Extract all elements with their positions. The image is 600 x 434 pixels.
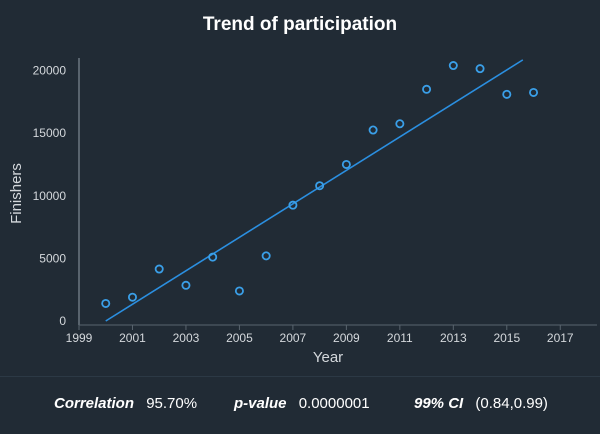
- correlation-stat: Correlation 95.70%: [54, 395, 197, 412]
- x-tick-label: 2017: [547, 331, 574, 345]
- data-point: [475, 64, 485, 74]
- x-tick-label: 2007: [280, 331, 307, 345]
- points-layer: [101, 61, 539, 308]
- footer-divider: [0, 376, 600, 377]
- scatter-chart: 1999 2001 2003 2005 2007 2009 2011 2013 2015 2017…: [8, 58, 597, 366]
- correlation-value: 95.70%: [146, 395, 198, 412]
- data-point: [101, 298, 111, 308]
- y-tick-label: 5000: [39, 251, 66, 265]
- data-point: [208, 252, 218, 262]
- y-tick-label: 0: [59, 314, 66, 328]
- x-tick-label: 2009: [333, 331, 360, 345]
- data-point: [181, 280, 191, 290]
- data-point: [234, 286, 244, 296]
- ci-label: 99% CI: [414, 395, 464, 412]
- data-point: [154, 264, 164, 274]
- data-point: [288, 200, 298, 210]
- data-point: [261, 251, 271, 261]
- y-tick-label: 20000: [33, 64, 67, 78]
- correlation-label: Correlation: [54, 395, 135, 412]
- x-tick-label: 2013: [440, 331, 467, 345]
- x-axis-label: Year: [313, 349, 343, 366]
- chart-title: Trend of participation: [202, 14, 398, 35]
- y-tick-label: 15000: [33, 126, 67, 140]
- axes: 1999 2001 2003 2005 2007 2009 2011 2013 2015 2017…: [8, 58, 597, 366]
- x-tick-label: 1999: [66, 331, 93, 345]
- data-point: [448, 61, 458, 71]
- data-point: [127, 292, 137, 302]
- x-tick-label: 2011: [387, 331, 413, 345]
- data-point: [529, 87, 539, 97]
- ci-stat: 99% CI (0.84,0.99): [414, 395, 548, 412]
- data-point: [395, 119, 405, 129]
- x-tick-label: 2003: [173, 331, 200, 345]
- pvalue-value: 0.0000001: [298, 395, 370, 412]
- pvalue-stat: p-value 0.0000001: [234, 395, 370, 412]
- y-axis-label: Finishers: [8, 163, 25, 224]
- data-point: [502, 89, 512, 99]
- x-tick-label: 2001: [119, 331, 146, 345]
- data-point: [341, 159, 351, 169]
- pvalue-label: p-value: [234, 395, 287, 412]
- y-tick-label: 10000: [33, 189, 67, 203]
- trendline: [105, 59, 524, 322]
- trendline-layer: [105, 59, 524, 322]
- data-point: [315, 181, 325, 191]
- ci-value: (0.84,0.99): [475, 395, 548, 412]
- x-tick-label: 2005: [226, 331, 253, 345]
- x-tick-label: 2015: [493, 331, 520, 345]
- data-point: [368, 125, 378, 135]
- data-point: [422, 84, 432, 94]
